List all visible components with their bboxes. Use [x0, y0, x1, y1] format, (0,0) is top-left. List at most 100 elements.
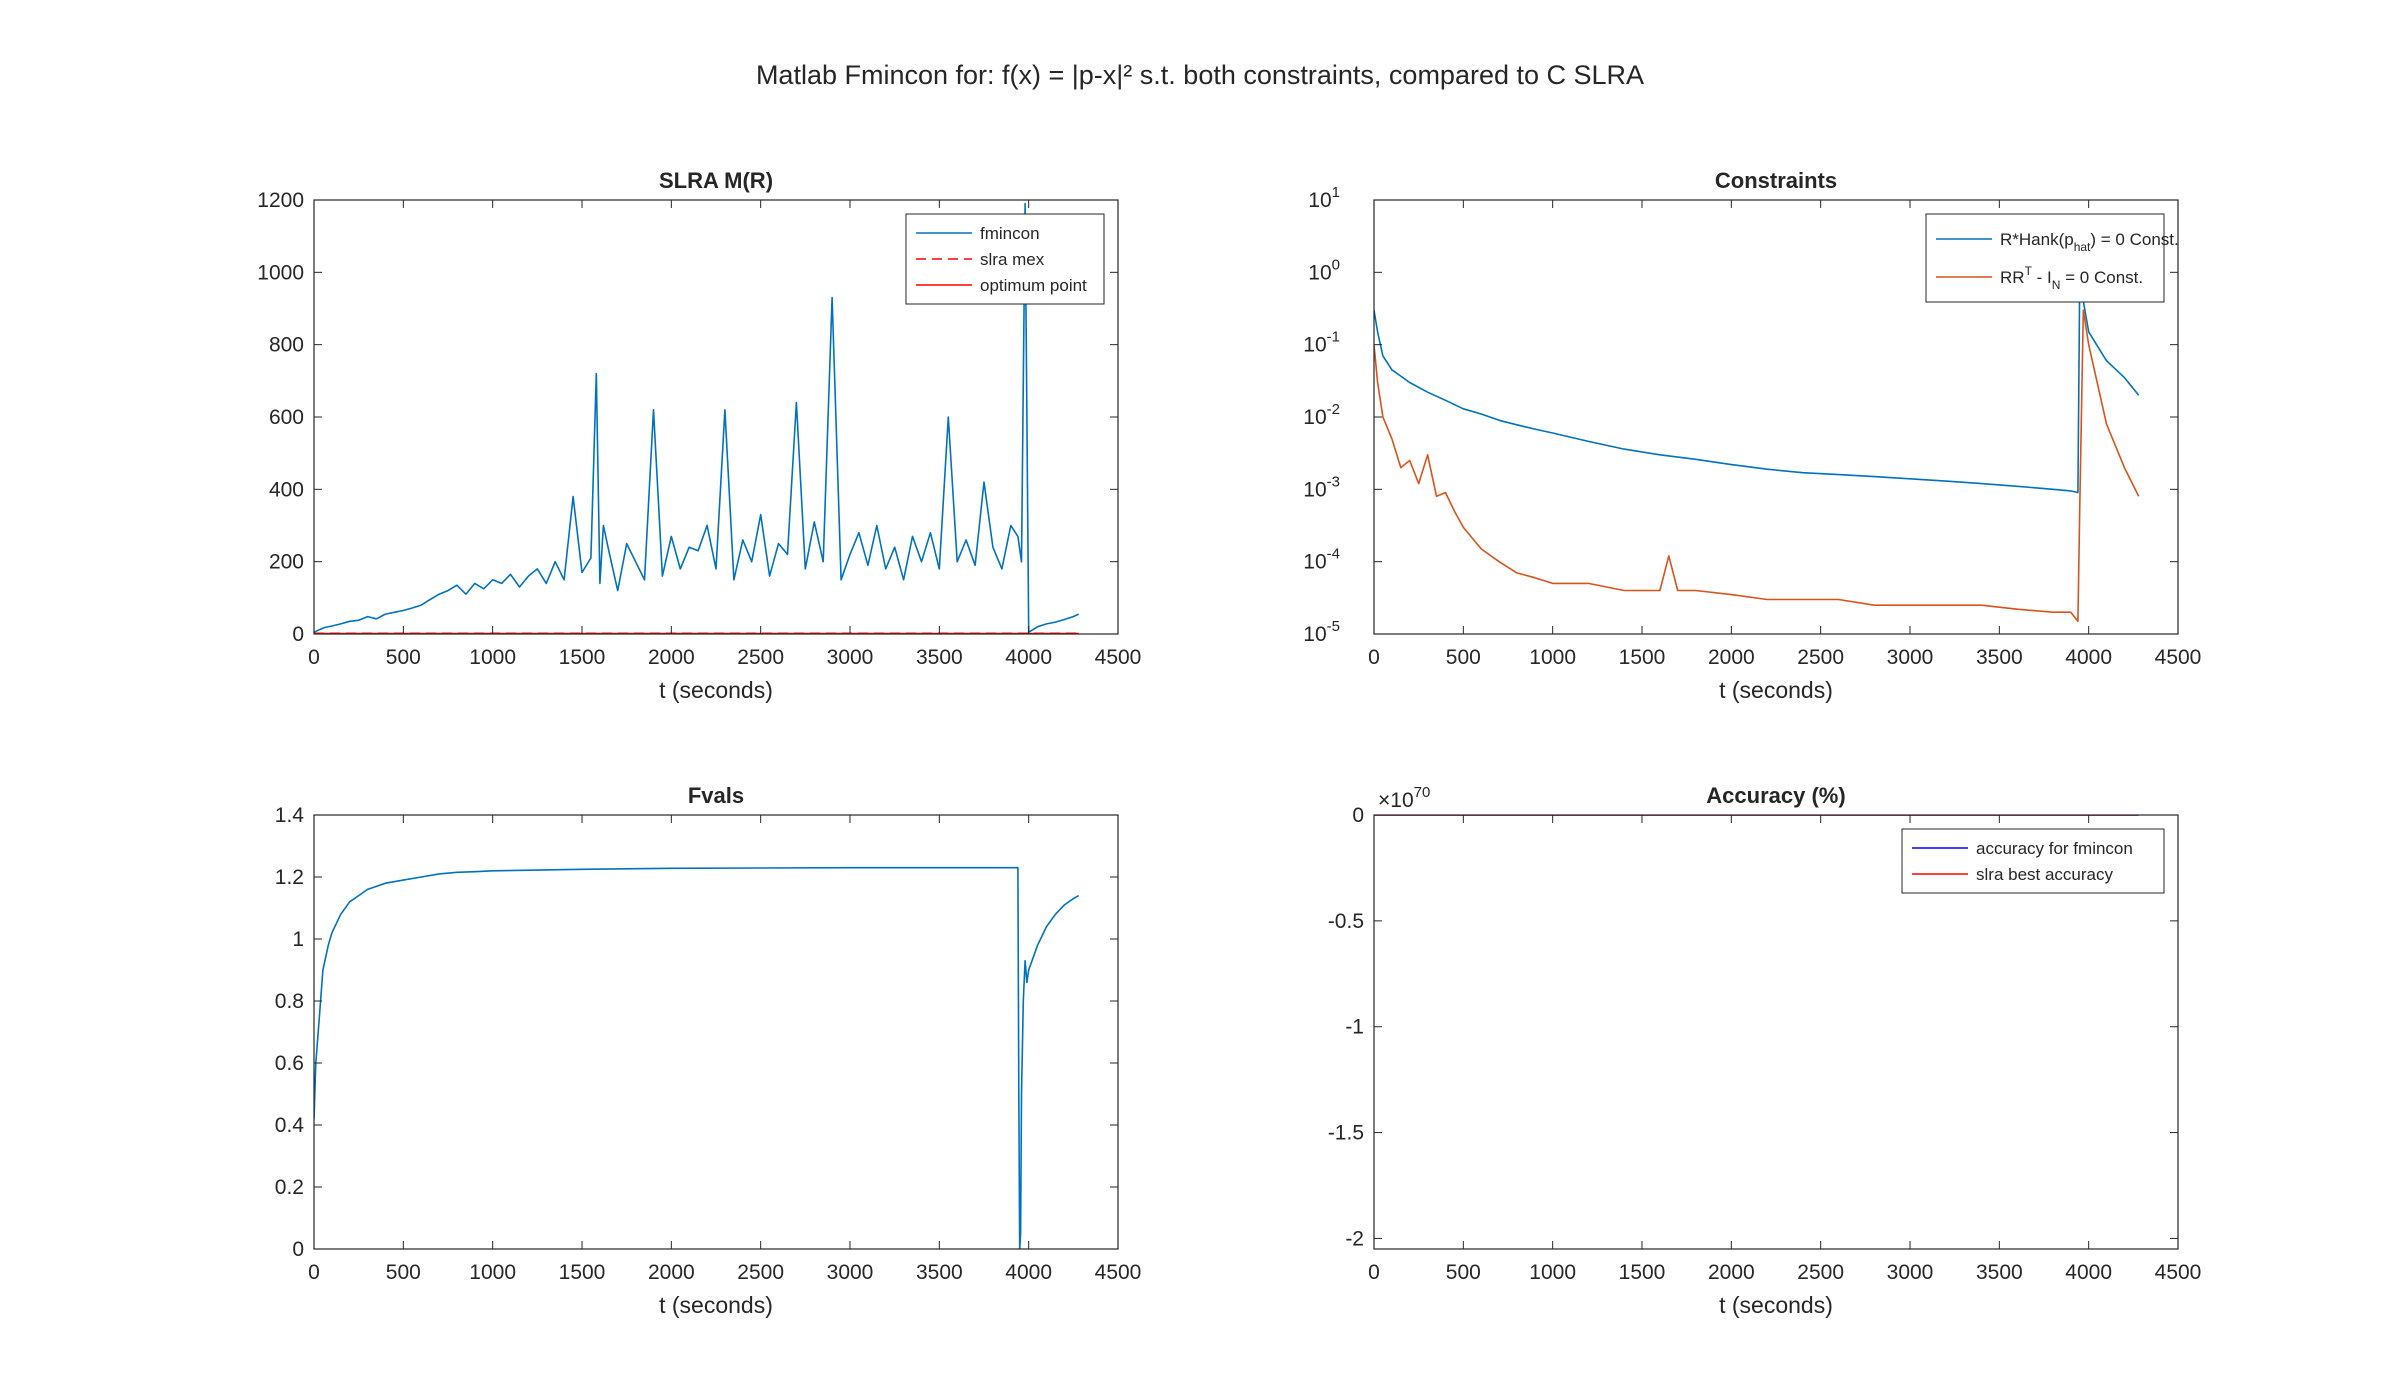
legend: accuracy for fmincon slra best accuracy: [1901, 828, 2165, 894]
y-exponent-label: ×1070: [1378, 784, 1430, 812]
x-tick-label: 3500: [1976, 646, 2023, 669]
legend-entry: slra best accuracy: [1976, 865, 2113, 884]
y-tick-label: 0.4: [275, 1114, 305, 1137]
panel-title: Constraints: [1715, 168, 1837, 193]
legend-entry: R*Hank(phat) = 0 Const.: [2000, 230, 2179, 254]
legend-entry: slra mex: [980, 250, 1045, 269]
y-tick-label: 1.2: [275, 866, 304, 889]
x-tick-label: 4500: [1095, 646, 1142, 669]
x-tick-label: 1000: [469, 1261, 516, 1284]
x-tick-label: 2000: [648, 1261, 695, 1284]
x-tick-label: 3000: [1887, 646, 1934, 669]
x-tick-label: 500: [386, 646, 421, 669]
x-tick-label: 0: [1368, 646, 1380, 669]
y-tick-label: 0: [1352, 804, 1364, 827]
x-tick-label: 2500: [1797, 1261, 1844, 1284]
x-tick-label: 2500: [737, 646, 784, 669]
y-tick-label: 10-4: [1303, 546, 1340, 574]
legend-entry: optimum point: [980, 276, 1087, 295]
series-line-r-hank-p-hat-0-const-: [1374, 282, 2140, 494]
legend-box: [1901, 828, 2165, 894]
x-tick-label: 3000: [827, 1261, 874, 1284]
x-tick-label: 1000: [469, 646, 516, 669]
panel-fvals: 0 500 1000 1500 2000 2500 3000 3500 4000 4500 0 0.2…: [275, 783, 1142, 1318]
x-tick-label: 3500: [916, 1261, 963, 1284]
y-tick-label: 200: [269, 551, 304, 574]
y-tick-label: 0.8: [275, 990, 304, 1013]
panel-title: Accuracy (%): [1706, 783, 1845, 808]
x-tick-label: 1000: [1529, 1261, 1576, 1284]
y-tick-label: -0.5: [1328, 910, 1364, 933]
y-tick-label: 10-1: [1303, 329, 1340, 357]
x-tick-label: 500: [386, 1261, 421, 1284]
x-tick-label: 0: [308, 646, 320, 669]
x-tick-label: 0: [1368, 1261, 1380, 1284]
x-tick-label: 4000: [1005, 1261, 1052, 1284]
x-axis-label: t (seconds): [659, 1292, 773, 1318]
x-tick-label: 4500: [2155, 1261, 2202, 1284]
y-tick-label: 100: [1308, 256, 1340, 284]
y-tick-label: 600: [269, 406, 304, 429]
y-tick-label: 10-2: [1303, 401, 1340, 429]
x-tick-label: 2000: [1708, 646, 1755, 669]
x-tick-label: 2500: [1797, 646, 1844, 669]
x-tick-label: 3000: [1887, 1261, 1934, 1284]
y-tick-label: 1000: [257, 261, 304, 284]
legend-entry: accuracy for fmincon: [1976, 839, 2133, 858]
x-tick-label: 0: [308, 1261, 320, 1284]
figure-title: Matlab Fmincon for: f(x) = |p-x|² s.t. b…: [756, 60, 1644, 90]
panel-title: SLRA M(R): [659, 168, 773, 193]
x-tick-label: 4000: [1005, 646, 1052, 669]
x-axis-label: t (seconds): [659, 677, 773, 703]
x-tick-label: 500: [1446, 1261, 1481, 1284]
x-tick-label: 3500: [1976, 1261, 2023, 1284]
legend: fmincon slra mex optimum point: [905, 213, 1105, 305]
y-tick-label: 400: [269, 478, 304, 501]
x-tick-label: 1500: [1619, 1261, 1666, 1284]
series-line-rr-t-i-n-0-const-: [1374, 309, 2140, 623]
series-group: [314, 866, 1080, 1249]
x-tick-label: 4000: [2065, 1261, 2112, 1284]
series-line-fmincon: [314, 202, 1080, 634]
axes-box: [1373, 814, 2179, 1250]
y-tick-label: 1: [292, 928, 304, 951]
panel-slra: 0 500 1000 1500 2000 2500 3000 3500 4000 4500 0 200…: [257, 168, 1141, 703]
y-tick-label: 0: [292, 1238, 304, 1261]
series-group: [1374, 282, 2140, 623]
x-tick-label: 4000: [2065, 646, 2112, 669]
y-tick-label: 10-3: [1303, 473, 1340, 501]
y-tick-label: 1.4: [275, 804, 305, 827]
y-tick-label: 101: [1308, 184, 1340, 212]
panels: 0 500 1000 1500 2000 2500 3000 3500 4000 45000200…: [257, 168, 2201, 1318]
y-tick-label: 1200: [257, 189, 304, 212]
x-axis-label: t (seconds): [1719, 677, 1833, 703]
x-tick-label: 1500: [559, 1261, 606, 1284]
x-tick-label: 2000: [1708, 1261, 1755, 1284]
panel-title: Fvals: [688, 783, 744, 808]
x-tick-label: 1000: [1529, 646, 1576, 669]
panel-accuracy: 0 500 1000 1500 2000 2500 3000 3500 4000 4500 0 -0.…: [1328, 783, 2202, 1318]
x-tick-label: 1500: [559, 646, 606, 669]
x-tick-label: 1500: [1619, 646, 1666, 669]
legend-entry: fmincon: [980, 224, 1040, 243]
y-tick-label: 0.6: [275, 1052, 304, 1075]
series-line-0: [314, 866, 1080, 1249]
x-tick-label: 3500: [916, 646, 963, 669]
x-tick-label: 2000: [648, 646, 695, 669]
x-tick-label: 4500: [2155, 646, 2202, 669]
y-tick-label: 0.2: [275, 1176, 304, 1199]
x-tick-label: 4500: [1095, 1261, 1142, 1284]
x-tick-label: 3000: [827, 646, 874, 669]
y-tick-label: 800: [269, 334, 304, 357]
y-tick-label: -2: [1345, 1227, 1364, 1250]
legend-box: [1925, 213, 2165, 303]
x-axis-label: t (seconds): [1719, 1292, 1833, 1318]
legend-entry: RRT - IN = 0 Const.: [2000, 264, 2143, 292]
y-tick-label: 10-5: [1303, 618, 1340, 646]
y-tick-label: 0: [292, 623, 304, 646]
legend: R*Hank(phat) = 0 Const. RRT - IN = 0 Cons…: [1925, 213, 2179, 303]
axes-box: [313, 814, 1119, 1250]
y-tick-label: -1.5: [1328, 1122, 1364, 1145]
y-tick-label: -1: [1345, 1016, 1364, 1039]
